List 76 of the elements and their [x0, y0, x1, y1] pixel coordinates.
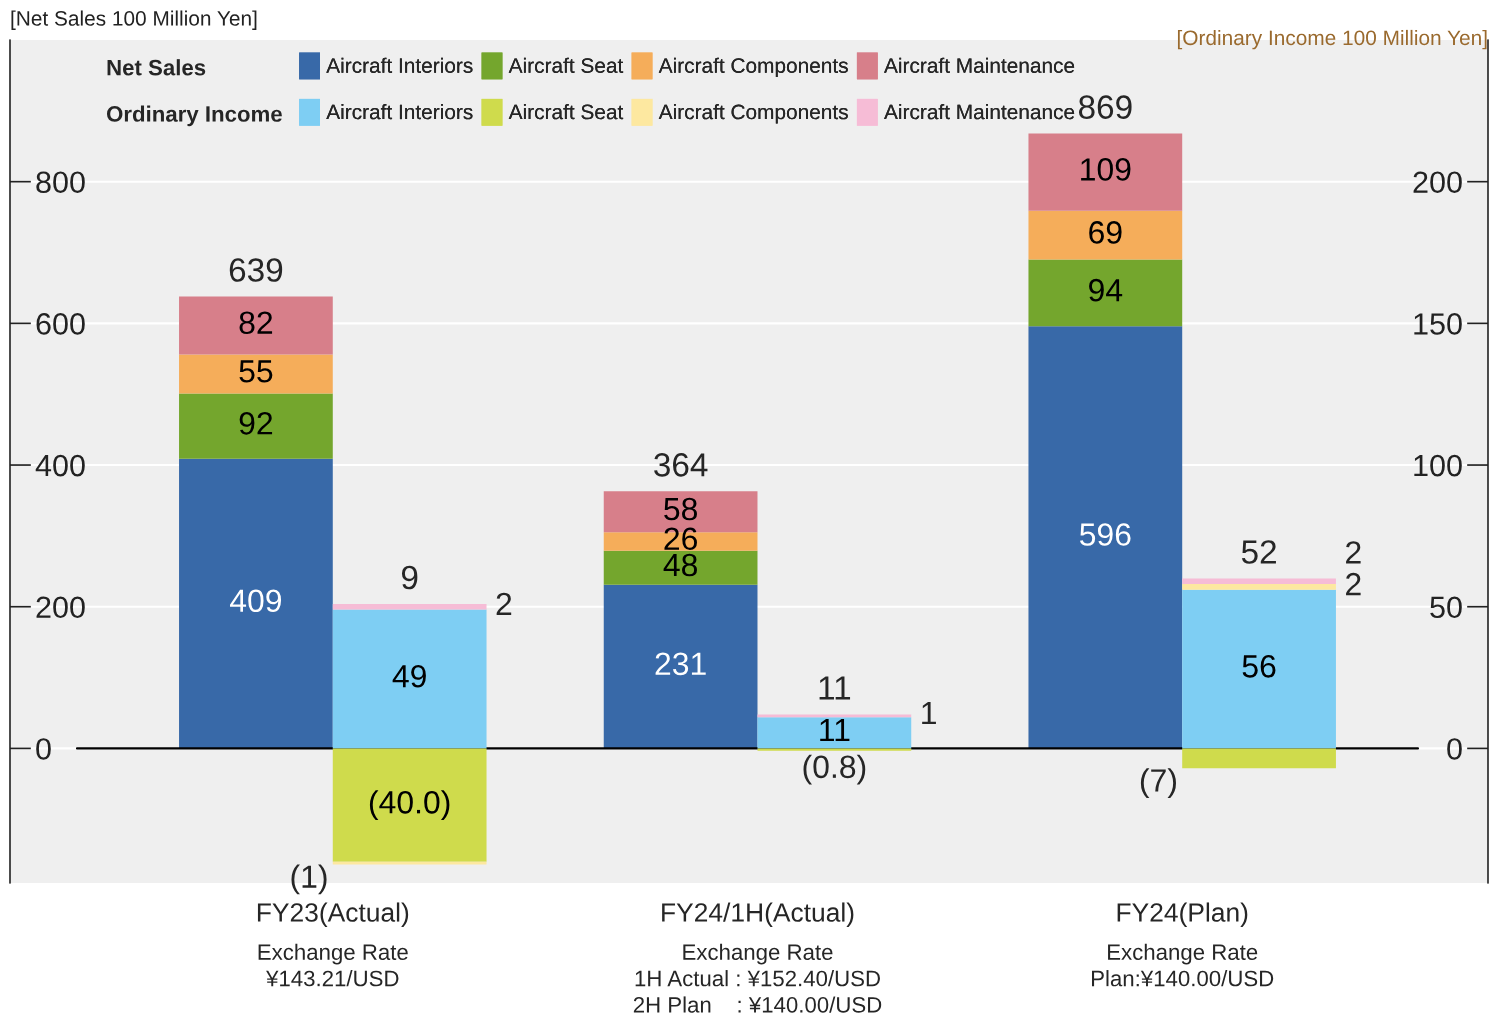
bar [332, 603, 487, 610]
data-label: 596 [1079, 523, 1131, 546]
bar [1028, 133, 1183, 211]
data-label: 1 [922, 702, 936, 725]
legend-label: Aircraft Maintenance [884, 57, 1075, 73]
bar [332, 748, 487, 862]
text: Exchange Rate Plan:¥140.00/USD [1092, 943, 1274, 987]
bar [757, 717, 912, 749]
bar [603, 584, 758, 749]
bar [603, 550, 758, 585]
bar [757, 714, 912, 718]
data-label: 55 [239, 360, 273, 383]
data-label: 69 [1089, 221, 1122, 244]
y-tick-label: 50 [1430, 596, 1462, 619]
legend-label: Aircraft Seat [508, 57, 624, 73]
data-label: 92 [239, 412, 273, 435]
data-label: 58 [664, 497, 697, 521]
legend-label: Aircraft Interiors [326, 104, 473, 120]
bar [757, 748, 912, 751]
y-tick-label: 100 [1414, 454, 1462, 477]
bar [179, 296, 333, 355]
data-label: (1) [291, 864, 327, 895]
total-label: 364 [654, 453, 708, 477]
total-label: 9 [401, 565, 418, 590]
data-label: 409 [230, 589, 282, 613]
y-tick-label: 400 [35, 454, 85, 477]
bar [1028, 210, 1183, 260]
bar [179, 458, 333, 749]
legend-label: Aircraft Components [658, 57, 848, 78]
total-label: 639 [229, 258, 283, 282]
data-label: 94 [1089, 278, 1123, 302]
y-tick-label: 600 [36, 313, 85, 335]
legend-label: Aircraft Maintenance [884, 104, 1075, 120]
bar [179, 354, 333, 394]
data-label: 231 [655, 652, 706, 676]
text: Exchange Rate 1H Actual : ¥152.40/USD 2H Plan : ¥140.00/USD [633, 943, 882, 1013]
data-label: 11 [820, 719, 850, 742]
data-label: 49 [392, 664, 426, 688]
y-tick-label: 800 [36, 171, 85, 194]
data-label: (40.0) [369, 790, 450, 820]
data-label: 2 [496, 592, 512, 615]
data-label: 109 [1081, 158, 1131, 181]
total-label: 869 [1078, 95, 1132, 119]
total-label: 52 [1241, 540, 1276, 564]
y-axis-title: [Net Sales 100 Million Yen] [11, 10, 257, 30]
data-label: 56 [1242, 655, 1276, 678]
legend-label: Aircraft Seat [508, 104, 624, 120]
legend-label: Aircraft Components [658, 104, 848, 124]
data-label: 82 [239, 311, 273, 335]
y-tick-label: 150 [1414, 313, 1462, 335]
data-label: (0.8) [803, 754, 866, 785]
bar [179, 393, 333, 459]
y-tick-label: 200 [36, 596, 85, 619]
bar [332, 861, 487, 865]
x-tick-label: FY24/1H(Actual) [662, 902, 854, 928]
x-tick-label: FY23(Actual) [257, 902, 409, 928]
data-label: 2 [1346, 541, 1361, 564]
legend-title: Net Sales [107, 59, 206, 76]
data-label: (7) [1140, 768, 1176, 798]
bar [1028, 259, 1183, 327]
data-label: 48 [663, 553, 697, 577]
x-tick-label: FY24(Plan) [1117, 902, 1248, 928]
data-label: 26 [664, 527, 697, 551]
bar [1182, 584, 1336, 590]
y-tick-label: 200 [1413, 171, 1462, 194]
data-label: 2 [1346, 572, 1361, 596]
bar [1028, 326, 1183, 749]
text: Exchange Rate ¥143.21/USD [258, 943, 408, 987]
bar [1182, 748, 1336, 769]
y-axis-title: [Ordinary Income 100 Million Yen] [1177, 29, 1487, 50]
legend-label: Aircraft Interiors [326, 57, 473, 73]
y-tick-label: 0 [1447, 738, 1462, 760]
y-tick-label: 0 [36, 738, 51, 760]
total-label: 11 [819, 676, 851, 700]
bar [1182, 578, 1336, 585]
legend-title: Ordinary Income [106, 105, 282, 127]
